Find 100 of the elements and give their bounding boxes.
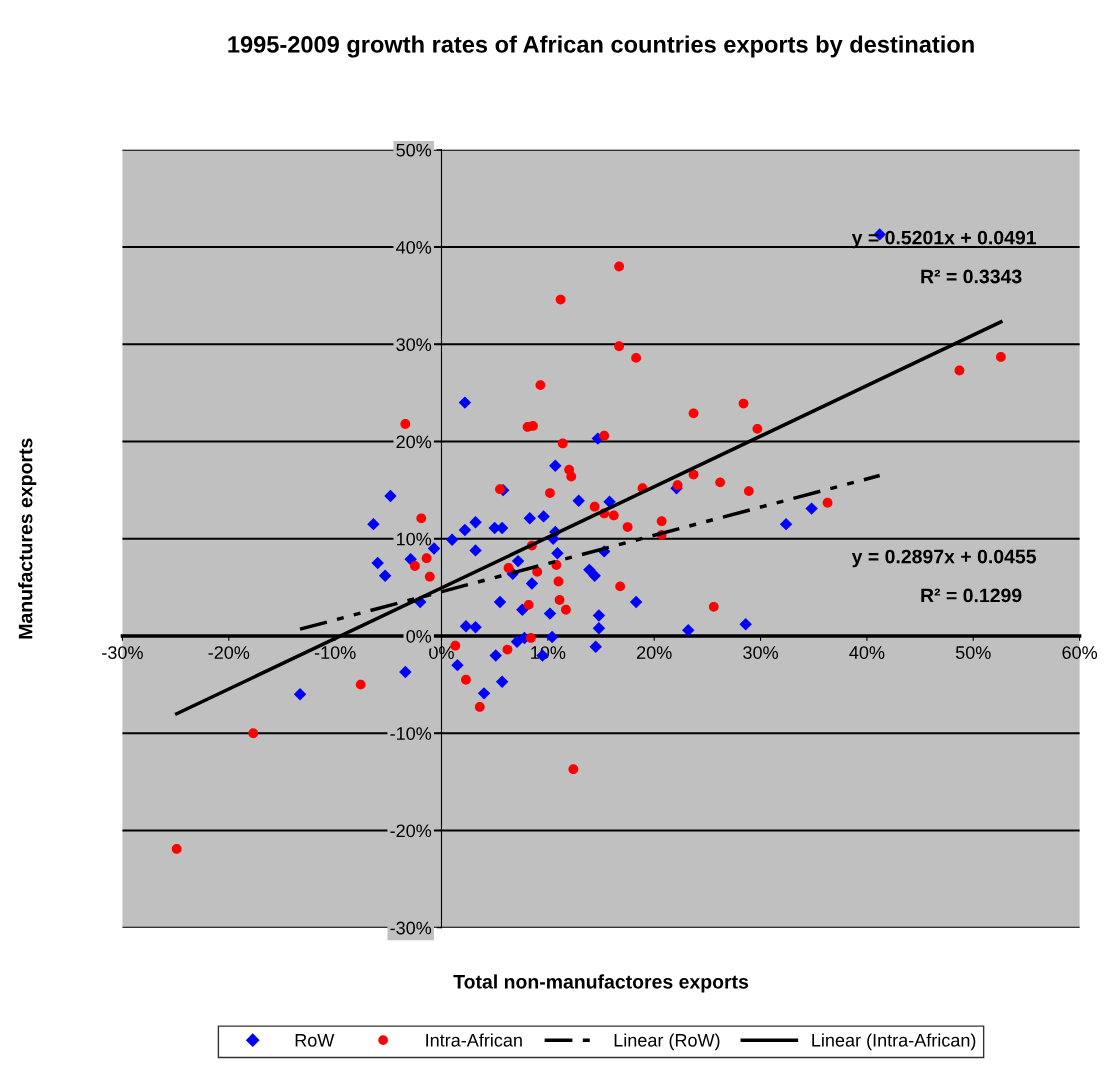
legend-label: Linear (RoW) — [614, 1033, 720, 1051]
point — [399, 665, 412, 679]
y-axis-title: Manufactures exports — [18, 438, 37, 639]
point — [510, 635, 524, 649]
point — [469, 544, 482, 557]
x-axis-title: Total non-manufactores exports — [453, 974, 749, 993]
point — [528, 421, 538, 431]
point — [461, 674, 471, 685]
point — [367, 517, 380, 531]
point — [445, 533, 459, 546]
point — [525, 633, 536, 643]
point — [631, 352, 642, 363]
point — [543, 607, 557, 620]
point — [416, 513, 427, 524]
point — [469, 516, 482, 529]
legend-label: Linear (Intra-African) — [812, 1033, 976, 1051]
point — [248, 728, 259, 739]
point — [451, 658, 464, 672]
point — [743, 486, 754, 497]
point — [822, 497, 833, 508]
point — [752, 423, 763, 434]
point — [715, 477, 726, 488]
y-tick-label: 0% — [406, 629, 432, 643]
point — [503, 563, 514, 573]
point — [171, 844, 182, 854]
y-tick-label: -20% — [390, 824, 432, 838]
y-tick-label: 30% — [396, 338, 432, 351]
point — [495, 675, 509, 688]
point — [592, 621, 606, 635]
point — [583, 563, 596, 577]
point — [557, 438, 568, 449]
point — [537, 510, 550, 523]
x-tick-label: 50% — [955, 646, 991, 659]
point — [535, 380, 546, 391]
point — [493, 595, 507, 609]
annotation: R² = 0.3343 — [921, 269, 1022, 284]
point — [551, 547, 564, 560]
point — [400, 419, 411, 429]
point — [629, 595, 643, 609]
point — [561, 604, 571, 615]
chart-title: 1995-2009 growth rates of African countries exports by destination — [228, 35, 974, 58]
point — [739, 618, 752, 631]
point — [545, 488, 555, 498]
point — [502, 644, 513, 655]
x-tick-label: 40% — [849, 646, 885, 659]
point — [656, 516, 667, 527]
y-tick-label: 50% — [396, 143, 432, 157]
point — [545, 630, 559, 644]
point — [424, 571, 435, 582]
point — [708, 601, 719, 612]
y-tick-label: 40% — [396, 240, 432, 254]
point — [553, 576, 564, 587]
point — [566, 471, 577, 482]
point — [599, 430, 610, 441]
point — [469, 621, 482, 634]
point — [421, 553, 432, 564]
y-tick-label: 10% — [397, 532, 432, 546]
point — [523, 599, 534, 610]
point — [549, 459, 562, 473]
y-tick-label: -10% — [390, 727, 432, 740]
point — [588, 569, 601, 582]
point — [477, 687, 491, 700]
x-tick-label: -10% — [314, 646, 356, 659]
point — [954, 365, 965, 376]
point — [572, 494, 585, 508]
x-tick-label: 60% — [1062, 646, 1098, 659]
point — [458, 396, 472, 409]
x-tick-label: 20% — [637, 646, 672, 659]
point — [614, 341, 625, 352]
point — [371, 556, 384, 570]
point — [458, 523, 472, 537]
point — [459, 620, 473, 633]
point — [682, 623, 695, 637]
point — [608, 510, 619, 521]
point — [592, 609, 606, 622]
point — [355, 679, 366, 690]
point — [409, 561, 420, 571]
point — [474, 702, 485, 712]
point — [525, 577, 539, 590]
point — [805, 502, 818, 515]
point — [495, 484, 505, 495]
y-tick-label: 20% — [396, 435, 432, 449]
point — [523, 512, 536, 525]
point — [688, 408, 699, 419]
legend-label: Intra-African — [426, 1033, 522, 1047]
point — [779, 517, 793, 531]
point — [672, 480, 683, 491]
x-tick-label: -30% — [102, 646, 143, 659]
legend-label: RoW — [295, 1034, 335, 1047]
point — [568, 764, 579, 775]
point — [589, 501, 600, 512]
point — [615, 581, 626, 592]
x-tick-label: -20% — [208, 646, 250, 659]
point — [554, 595, 565, 605]
point — [614, 261, 625, 272]
annotation: y = 0.2897x + 0.0455 — [851, 549, 1037, 568]
point — [996, 352, 1006, 362]
point — [511, 554, 525, 568]
point — [378, 569, 392, 582]
point — [622, 522, 633, 532]
